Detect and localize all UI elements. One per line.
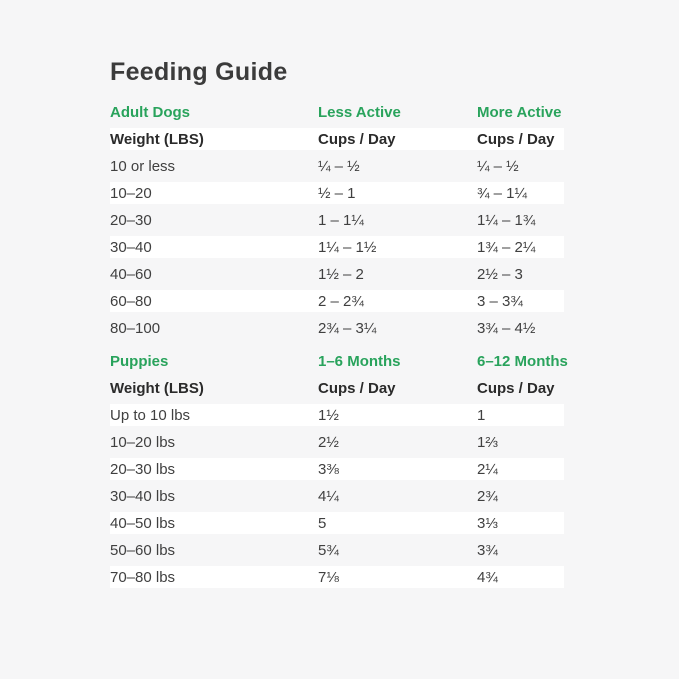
less-active-cups-cell: 1 – 1¼ (318, 211, 364, 229)
weight-header: Weight (LBS) (110, 130, 204, 148)
cups-6-12-months-cell: 1 (477, 406, 486, 424)
weight-cell: 10 or less (110, 157, 176, 175)
less-active-cups-cell: ¼ – ½ (318, 157, 360, 175)
table-row: 80–100 2¾ – 3¼ 3¾ – 4½ (110, 317, 564, 339)
cups-1-6-months-cell: 5 (318, 514, 327, 532)
section-title-puppies: Puppies (110, 352, 169, 370)
cups-1-6-months-cell: 5¾ (318, 541, 339, 559)
table-row: 40–50 lbs 5 3⅓ (110, 512, 564, 534)
adult-section-header: Adult Dogs Less Active More Active (110, 102, 564, 122)
weight-cell: 10–20 (110, 184, 152, 202)
cups-1-6-months-cell: 7⅛ (318, 568, 339, 586)
more-active-cups-cell: ¾ – 1¼ (477, 184, 528, 202)
less-active-cups-cell: ½ – 1 (318, 184, 356, 202)
weight-cell: 70–80 lbs (110, 568, 176, 586)
cups-6-12-months-cell: 3¾ (477, 541, 498, 559)
table-row: 50–60 lbs 5¾ 3¾ (110, 539, 564, 561)
weight-cell: 40–50 lbs (110, 514, 176, 532)
cups-1-6-months-cell: 4¼ (318, 487, 339, 505)
less-active-cups-cell: 1½ – 2 (318, 265, 364, 283)
cups-per-day-header: Cups / Day (477, 379, 555, 397)
less-active-cups-cell: 2¾ – 3¼ (318, 319, 377, 337)
table-row: 70–80 lbs 7⅛ 4¾ (110, 566, 564, 588)
cups-6-12-months-cell: 2¼ (477, 460, 498, 478)
feeding-guide-page: Feeding Guide Adult Dogs Less Active Mor… (110, 58, 568, 593)
cups-1-6-months-cell: 3⅜ (318, 460, 339, 478)
weight-cell: Up to 10 lbs (110, 406, 191, 424)
cups-6-12-months-cell: 2¾ (477, 487, 498, 505)
cups-per-day-header: Cups / Day (477, 130, 555, 148)
cups-per-day-header: Cups / Day (318, 379, 396, 397)
cups-per-day-header: Cups / Day (318, 130, 396, 148)
table-row: 10 or less ¼ – ½ ¼ – ½ (110, 155, 564, 177)
table-row: 20–30 lbs 3⅜ 2¼ (110, 458, 564, 480)
column-header-6-12-months: 6–12 Months (477, 352, 568, 370)
weight-cell: 10–20 lbs (110, 433, 176, 451)
weight-cell: 20–30 (110, 211, 152, 229)
weight-cell: 30–40 (110, 238, 152, 256)
section-title-adult-dogs: Adult Dogs (110, 103, 190, 121)
weight-cell: 20–30 lbs (110, 460, 176, 478)
weight-cell: 50–60 lbs (110, 541, 176, 559)
table-row: 20–30 1 – 1¼ 1¼ – 1¾ (110, 209, 564, 231)
adult-dogs-section: Adult Dogs Less Active More Active Weigh… (110, 102, 564, 339)
cups-6-12-months-cell: 1⅔ (477, 433, 498, 451)
less-active-cups-cell: 2 – 2¾ (318, 292, 364, 310)
page-title: Feeding Guide (110, 58, 288, 86)
table-row: 30–40 lbs 4¼ 2¾ (110, 485, 564, 507)
more-active-cups-cell: 2½ – 3 (477, 265, 523, 283)
more-active-cups-cell: 3¾ – 4½ (477, 319, 536, 337)
puppies-section-header: Puppies 1–6 Months 6–12 Months (110, 351, 568, 371)
column-header-1-6-months: 1–6 Months (318, 352, 401, 370)
table-row: 60–80 2 – 2¾ 3 – 3¾ (110, 290, 564, 312)
table-row: 40–60 1½ – 2 2½ – 3 (110, 263, 564, 285)
more-active-cups-cell: ¼ – ½ (477, 157, 519, 175)
cups-6-12-months-cell: 4¾ (477, 568, 498, 586)
weight-cell: 30–40 lbs (110, 487, 176, 505)
weight-cell: 40–60 (110, 265, 152, 283)
cups-1-6-months-cell: 2½ (318, 433, 339, 451)
column-header-less-active: Less Active (318, 103, 401, 121)
more-active-cups-cell: 1¼ – 1¾ (477, 211, 536, 229)
less-active-cups-cell: 1¼ – 1½ (318, 238, 377, 256)
table-row: 10–20 lbs 2½ 1⅔ (110, 431, 564, 453)
cups-6-12-months-cell: 3⅓ (477, 514, 498, 532)
table-row: 10–20 ½ – 1 ¾ – 1¼ (110, 182, 564, 204)
more-active-cups-cell: 3 – 3¾ (477, 292, 523, 310)
adult-subheader-row: Weight (LBS) Cups / Day Cups / Day (110, 128, 564, 150)
column-header-more-active: More Active (477, 103, 562, 121)
cups-1-6-months-cell: 1½ (318, 406, 339, 424)
weight-cell: 60–80 (110, 292, 152, 310)
table-row: 30–40 1¼ – 1½ 1¾ – 2¼ (110, 236, 564, 258)
puppies-section: Puppies 1–6 Months 6–12 Months Weight (L… (110, 351, 568, 588)
weight-cell: 80–100 (110, 319, 161, 337)
puppies-subheader-row: Weight (LBS) Cups / Day Cups / Day (110, 377, 564, 399)
more-active-cups-cell: 1¾ – 2¼ (477, 238, 536, 256)
weight-header: Weight (LBS) (110, 379, 204, 397)
table-row: Up to 10 lbs 1½ 1 (110, 404, 564, 426)
